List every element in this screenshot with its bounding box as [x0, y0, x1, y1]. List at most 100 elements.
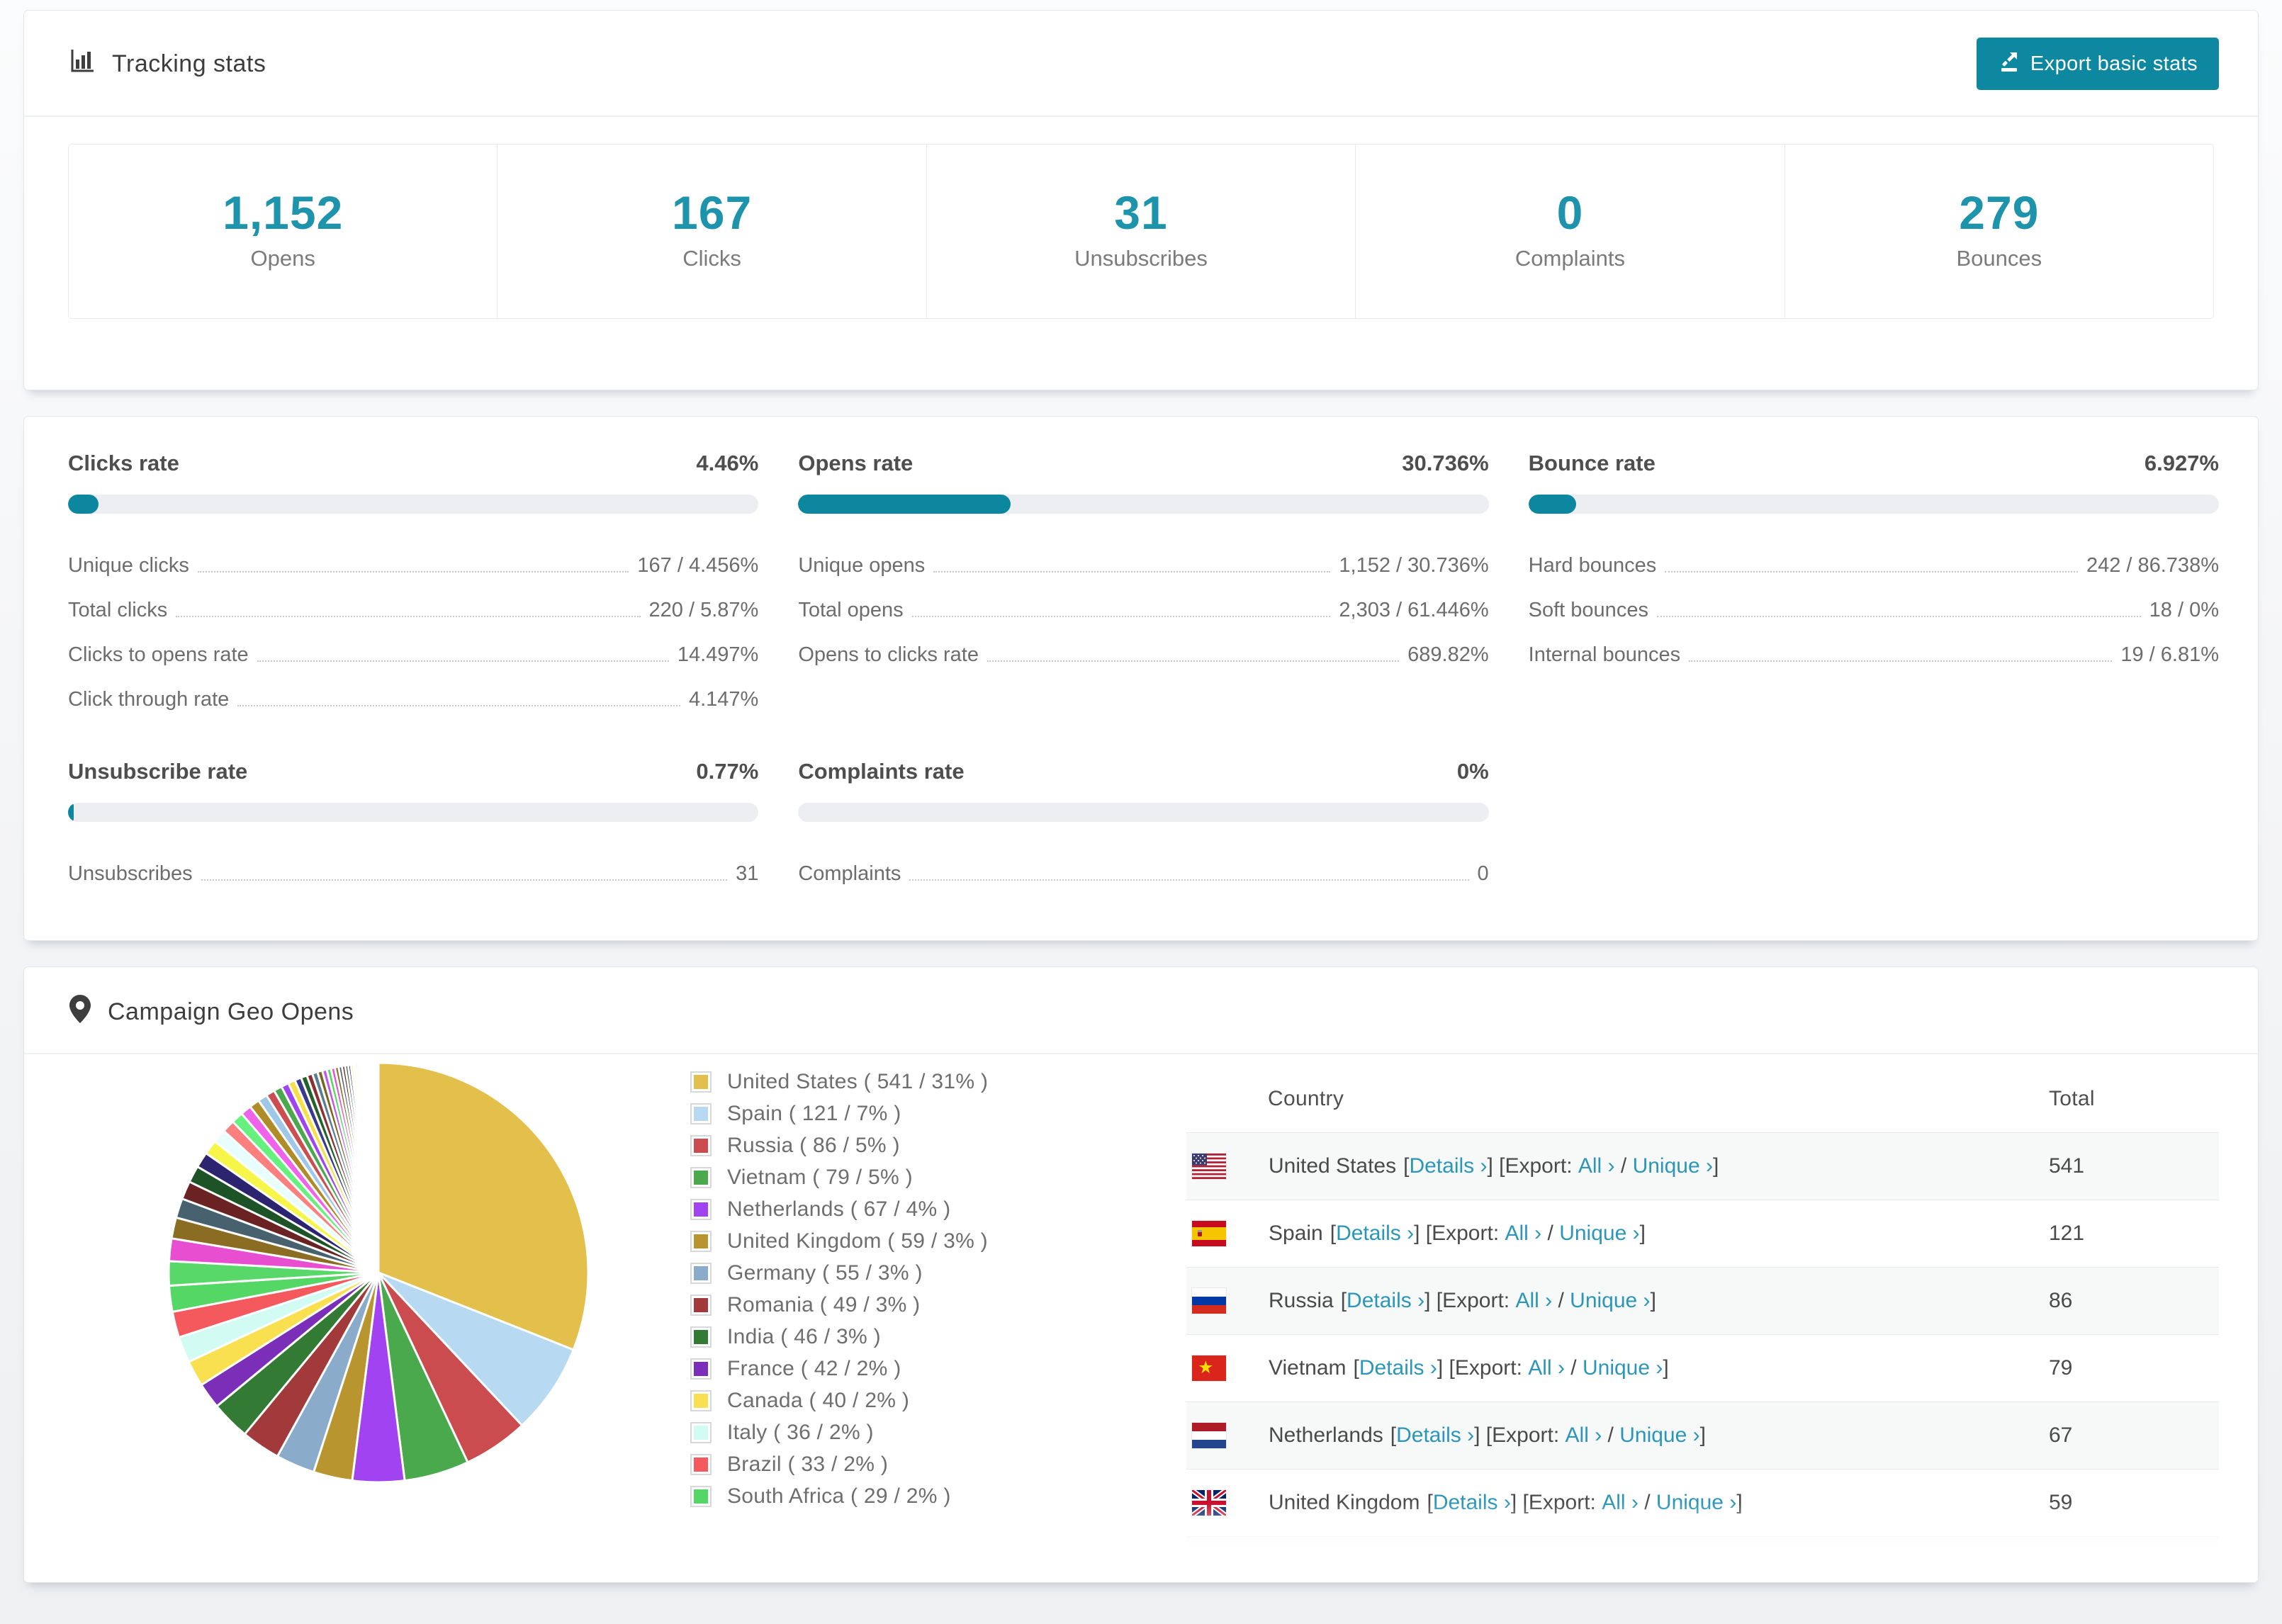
- legend-item: Canada ( 40 / 2% ): [690, 1389, 1087, 1413]
- legend-swatch: [690, 1135, 712, 1157]
- geo-pie-chart: [67, 1054, 591, 1485]
- legend-swatch: [690, 1295, 712, 1316]
- country-name: United States: [1269, 1154, 1397, 1178]
- rates-row-2: Unsubscribe rate 0.77% Unsubscribes 31 Co…: [68, 759, 2219, 896]
- export-unique-link[interactable]: Unique ›: [1656, 1491, 1737, 1515]
- unsubscribe-rate-bar: [68, 803, 759, 823]
- legend-swatch: [690, 1326, 712, 1348]
- details-link[interactable]: Details ›: [1359, 1356, 1437, 1380]
- export-all-link[interactable]: All ›: [1538, 1558, 1575, 1582]
- legend-label: United States ( 541 / 31% ): [727, 1070, 989, 1094]
- details-link[interactable]: Details ›: [1396, 1423, 1475, 1448]
- opens-rate-group: Opens rate 30.736% Unique opens 1,152 / 3…: [798, 451, 1489, 722]
- legend-item: Romania ( 49 / 3% ): [690, 1293, 1087, 1317]
- legend-item: Vietnam ( 79 / 5% ): [690, 1166, 1087, 1190]
- export-unique-link[interactable]: Unique ›: [1592, 1558, 1673, 1582]
- export-unique-link[interactable]: Unique ›: [1559, 1222, 1640, 1246]
- country-total: 59: [2049, 1491, 2073, 1515]
- legend-swatch: [690, 1390, 712, 1412]
- legend-swatch: [690, 1071, 712, 1093]
- export-unique-link[interactable]: Unique ›: [1582, 1356, 1663, 1380]
- table-row: Spain[Details ›] [Export: All › / Unique…: [1186, 1200, 2219, 1268]
- tracking-stats-page: Tracking stats Export basic stats 1,152 …: [23, 10, 2259, 1584]
- legend-label: Germany ( 55 / 3% ): [727, 1261, 923, 1285]
- details-link[interactable]: Details ›: [1336, 1222, 1415, 1246]
- legend-label: Netherlands ( 67 / 4% ): [727, 1197, 951, 1222]
- country-name: United Kingdom: [1269, 1491, 1420, 1515]
- country-name: Vietnam: [1269, 1356, 1347, 1380]
- legend-label: United Kingdom ( 59 / 3% ): [727, 1229, 988, 1253]
- stat-row: Total clicks 220 / 5.87%: [68, 599, 759, 622]
- stat-row: Total opens 2,303 / 61.446%: [798, 599, 1489, 622]
- country-name: Netherlands: [1269, 1423, 1383, 1448]
- legend-item: Russia ( 86 / 5% ): [690, 1134, 1087, 1158]
- legend-label: Brazil ( 33 / 2% ): [727, 1453, 889, 1477]
- complaints-count: 0: [1556, 186, 1584, 239]
- flag-vn-icon: [1192, 1355, 1226, 1382]
- opens-count: 1,152: [223, 186, 344, 239]
- export-unique-link[interactable]: Unique ›: [1632, 1154, 1713, 1178]
- legend-swatch: [690, 1454, 712, 1476]
- geo-table-body: United States[Details ›] [Export: All › …: [1186, 1132, 2219, 1583]
- details-link[interactable]: Details ›: [1347, 1289, 1425, 1313]
- legend-swatch: [690, 1358, 712, 1380]
- unsubscribe-rate-group: Unsubscribe rate 0.77% Unsubscribes 31: [68, 759, 759, 896]
- country-total: 86: [2049, 1289, 2073, 1313]
- rates-row-1: Clicks rate 4.46% Unique clicks 167 / 4.4…: [68, 451, 2219, 722]
- page-title: Tracking stats: [68, 47, 266, 81]
- country-total: 55: [2049, 1558, 2073, 1582]
- export-unique-link[interactable]: Unique ›: [1570, 1289, 1651, 1313]
- table-header-row: Country Total: [1186, 1073, 2219, 1133]
- bounce-rate-group: Bounce rate 6.927% Hard bounces 242 / 86.…: [1528, 451, 2219, 722]
- stat-row: Unique opens 1,152 / 30.736%: [798, 554, 1489, 577]
- bounce-rate-bar: [1528, 495, 2219, 514]
- details-link[interactable]: Details ›: [1409, 1154, 1488, 1178]
- unsubscribe-rate-value: 0.77%: [696, 759, 759, 784]
- legend-label: Italy ( 36 / 2% ): [727, 1421, 874, 1445]
- country-total: 79: [2049, 1356, 2073, 1380]
- legend-swatch: [690, 1199, 712, 1221]
- legend-swatch: [690, 1231, 712, 1253]
- summary-complaints: 0 Complaints: [1356, 145, 1785, 319]
- export-all-link[interactable]: All ›: [1515, 1289, 1553, 1313]
- legend-label: South Africa ( 29 / 2% ): [727, 1484, 951, 1509]
- table-row: United Kingdom[Details ›] [Export: All ›…: [1186, 1469, 2219, 1537]
- rates-card: Clicks rate 4.46% Unique clicks 167 / 4.4…: [23, 416, 2259, 942]
- country-name: Spain: [1269, 1222, 1323, 1246]
- column-country: Country: [1268, 1087, 1344, 1111]
- export-all-link[interactable]: All ›: [1578, 1154, 1615, 1178]
- stat-row: Opens to clicks rate 689.82%: [798, 643, 1489, 667]
- export-unique-link[interactable]: Unique ›: [1619, 1423, 1700, 1448]
- details-link[interactable]: Details ›: [1368, 1558, 1447, 1582]
- legend-label: Romania ( 49 / 3% ): [727, 1293, 921, 1317]
- export-all-link[interactable]: All ›: [1505, 1222, 1542, 1246]
- pie-slice[interactable]: [377, 1271, 575, 1427]
- stat-row: Internal bounces 19 / 6.81%: [1528, 643, 2219, 667]
- stat-row: Unique clicks 167 / 4.456%: [68, 554, 759, 577]
- summary-clicks: 167 Clicks: [498, 145, 927, 319]
- tracking-stats-header: Tracking stats Export basic stats: [24, 11, 2258, 117]
- campaign-geo-opens-card: Campaign Geo Opens United States ( 541 /…: [23, 966, 2259, 1584]
- legend-item: Brazil ( 33 / 2% ): [690, 1453, 1087, 1477]
- stat-row: Clicks to opens rate 14.497%: [68, 643, 759, 667]
- export-all-link[interactable]: All ›: [1602, 1491, 1639, 1515]
- details-link[interactable]: Details ›: [1432, 1491, 1511, 1515]
- legend-label: Spain ( 121 / 7% ): [727, 1102, 901, 1126]
- legend-swatch: [690, 1263, 712, 1285]
- export-all-link[interactable]: All ›: [1565, 1423, 1602, 1448]
- export-all-link[interactable]: All ›: [1528, 1356, 1565, 1380]
- bounce-rate-value: 6.927%: [2144, 451, 2219, 476]
- summary-strip: 1,152 Opens 167 Clicks 31 Unsubscribes 0…: [68, 144, 2214, 320]
- legend-swatch: [690, 1167, 712, 1189]
- pie-slice[interactable]: [377, 1061, 590, 1351]
- bounces-count: 279: [1959, 186, 2040, 239]
- export-basic-stats-button[interactable]: Export basic stats: [1976, 38, 2219, 90]
- clicks-count: 167: [672, 186, 753, 239]
- stat-row: Complaints 0: [798, 862, 1489, 886]
- legend-label: Russia ( 86 / 5% ): [727, 1134, 900, 1158]
- legend-item: Italy ( 36 / 2% ): [690, 1421, 1087, 1445]
- table-row: Russia[Details ›] [Export: All › / Uniqu…: [1186, 1267, 2219, 1335]
- table-row: United States[Details ›] [Export: All › …: [1186, 1132, 2219, 1200]
- legend-label: India ( 46 / 3% ): [727, 1325, 881, 1349]
- clicks-rate-group: Clicks rate 4.46% Unique clicks 167 / 4.4…: [68, 451, 759, 722]
